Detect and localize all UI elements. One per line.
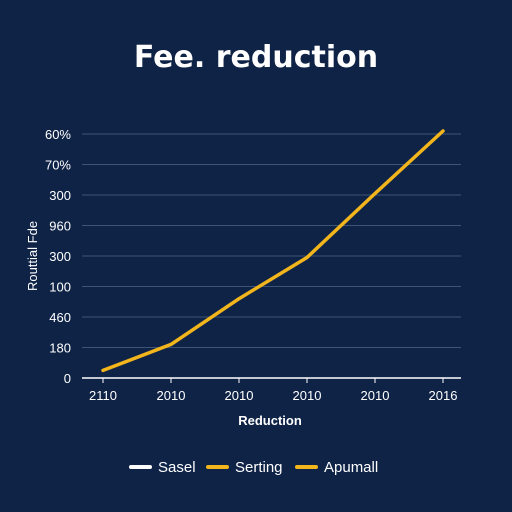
gridlines <box>82 133 461 348</box>
series-layer <box>101 129 445 373</box>
y-tick-label: 460 <box>49 310 71 325</box>
x-tick-label: 2010 <box>361 388 390 403</box>
y-tick-label: 960 <box>49 219 71 234</box>
x-tick-label: 2110 <box>89 388 117 403</box>
y-tick-label: 100 <box>49 280 71 295</box>
y-tick-label: 300 <box>49 249 71 264</box>
legend: Sasel Serting Apumall <box>129 459 378 476</box>
x-axis-ticks: 2110 2010 2010 2010 2010 2016 <box>89 378 457 403</box>
x-tick-label: 2010 <box>157 388 186 403</box>
x-tick-label: 2010 <box>293 388 322 403</box>
series-line <box>101 129 445 373</box>
y-axis-label: Routtial Fde <box>25 221 40 291</box>
y-tick-label: 0 <box>64 371 71 386</box>
x-tick-label: 2010 <box>225 388 254 403</box>
x-axis-label: Reduction <box>238 413 302 428</box>
y-tick-label: 180 <box>49 341 71 356</box>
y-tick-label: 60% <box>45 127 71 142</box>
x-tick-label: 2016 <box>429 388 458 403</box>
y-tick-label: 300 <box>49 188 71 203</box>
legend-label: Sasel <box>158 459 196 476</box>
legend-label: Serting <box>235 459 283 476</box>
chart-title: Fee. reduction <box>134 40 378 75</box>
y-tick-label: 70% <box>45 158 71 173</box>
legend-label: Apumall <box>324 459 378 476</box>
y-axis-ticks: 0 180 460 100 300 960 300 70% 60% <box>45 127 71 386</box>
